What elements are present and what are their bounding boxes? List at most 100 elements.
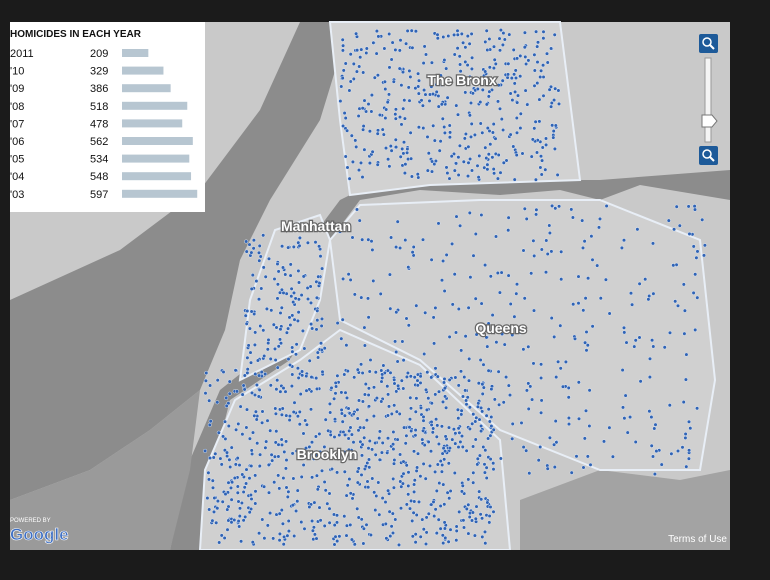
dot [341,68,346,73]
dot [290,372,295,377]
dot [219,533,224,538]
dot [216,430,221,435]
dot [479,212,484,217]
dot [440,463,445,468]
dot [412,478,417,483]
dot [409,429,414,434]
dot [403,238,408,243]
dot [423,476,428,481]
dot [526,406,531,411]
dot [651,344,656,349]
dot [488,505,493,510]
zoom-control [699,34,718,165]
dot [469,100,474,105]
dot [272,454,277,459]
zoom-in-button[interactable] [699,34,718,53]
place-label: Manhattan [281,218,351,234]
dot [296,297,301,302]
dot [466,502,471,507]
dot [460,483,465,488]
dot [253,409,258,414]
dot [472,132,477,137]
dot [474,415,479,420]
dot [415,172,420,177]
dot [375,131,380,136]
legend-count: 478 [90,118,108,130]
dot [230,480,235,485]
dot [366,296,371,301]
dot [399,506,404,511]
dot [493,61,498,66]
dot [364,522,369,527]
terms-link[interactable]: Terms of Use [668,534,727,545]
dot [515,282,520,287]
dot [619,245,624,250]
dot [478,100,483,105]
dot [554,375,559,380]
dot [418,374,423,379]
dot [512,81,517,86]
zoom-slider-track[interactable] [704,57,712,143]
dot [332,396,337,401]
dot [223,492,228,497]
dot [251,246,256,251]
dot [649,443,654,448]
dot [436,221,441,226]
zoom-slider-thumb[interactable] [701,114,718,128]
dot [486,436,491,441]
zoom-out-button[interactable] [699,146,718,165]
dot [607,311,612,316]
dot [470,510,475,515]
dot [414,468,419,473]
dot [367,404,372,409]
dot [454,330,459,335]
dot [486,407,491,412]
dot [485,167,490,172]
dot [285,533,290,538]
dot [535,60,540,65]
dot [300,369,305,374]
dot [396,383,401,388]
dot [373,452,378,457]
dot [500,78,505,83]
dot [500,332,505,337]
dot [362,343,367,348]
dot [490,155,495,160]
dot [223,436,228,441]
dot [260,409,265,414]
dot [569,207,574,212]
dot [278,337,283,342]
dot [335,470,340,475]
dot [515,56,520,61]
dot [227,379,232,384]
dot [357,218,362,223]
dot [449,154,454,159]
dot [393,116,398,121]
dot [320,369,325,374]
dot [387,65,392,70]
dot [225,507,230,512]
dot [494,234,499,239]
dot [307,505,312,510]
dot [496,99,501,104]
legend-year: '04 [10,171,24,183]
dot [676,303,681,308]
dot [374,29,379,34]
dot [487,65,492,70]
dot [417,78,422,83]
dot [538,445,543,450]
dot [291,244,296,249]
dot [249,448,254,453]
dot [311,537,316,542]
dot [553,86,558,91]
dot [229,497,234,502]
dot [498,170,503,175]
dot [659,462,664,467]
dot [382,79,387,84]
dot [257,297,262,302]
dot [288,273,293,278]
dot [622,238,627,243]
dot [227,391,232,396]
dot [351,440,356,445]
dot [228,465,233,470]
